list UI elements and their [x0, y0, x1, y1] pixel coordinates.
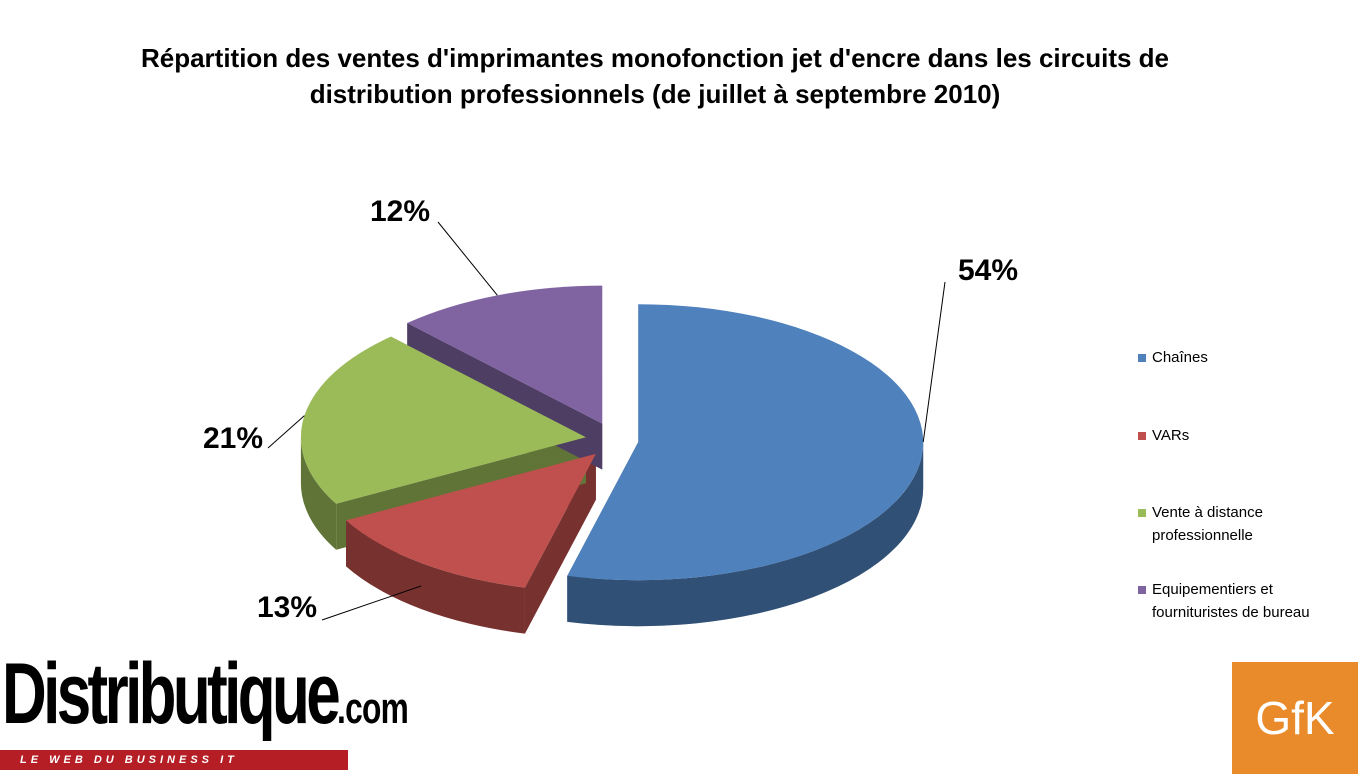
pie-slice [300, 336, 586, 504]
slice-shade [567, 442, 924, 627]
leader-line [321, 585, 422, 621]
legend-swatch [1138, 586, 1146, 594]
data-label: 21% [203, 422, 263, 455]
legend-item: Chaînes [1138, 346, 1348, 369]
slice-side [567, 442, 924, 627]
logo-text: Distributique.com [2, 645, 409, 744]
slice-side [300, 437, 337, 550]
data-label: 54% [958, 254, 1018, 287]
leader-line [922, 281, 946, 443]
distributique-logo: Distributique.com LE WEB DU BUSINESS IT [0, 645, 409, 775]
slice-shade [300, 437, 337, 550]
legend-swatch [1138, 509, 1146, 517]
legend-item: VARs [1138, 424, 1348, 447]
data-label: 13% [257, 591, 317, 624]
legend-item: Equipementiers et fournituristes de bure… [1138, 578, 1348, 624]
legend-swatch [1138, 432, 1146, 440]
legend-item: Vente à distance professionnelle [1138, 501, 1348, 547]
legend-label: Vente à distance professionnelle [1152, 504, 1263, 544]
slice-shade [346, 520, 525, 634]
slice-side [346, 520, 525, 634]
leader-line [267, 415, 305, 449]
pie-slice [407, 285, 603, 424]
leader-line [437, 221, 498, 296]
legend-label: Equipementiers et fournituristes de bure… [1152, 581, 1310, 621]
chart-title: Répartition des ventes d'imprimantes mon… [140, 43, 1170, 109]
legend-label: Chaînes [1152, 349, 1208, 366]
pie-slice [346, 453, 596, 588]
legend-label: VARs [1152, 427, 1190, 444]
logo-name: Distributique [2, 646, 341, 742]
pie-slice [567, 304, 924, 581]
logo-suffix: .com [337, 684, 409, 733]
legend-swatch [1138, 354, 1146, 362]
gfk-logo: GfK [1232, 662, 1358, 774]
logo-tagline: LE WEB DU BUSINESS IT [0, 750, 348, 770]
data-label: 12% [370, 195, 430, 228]
